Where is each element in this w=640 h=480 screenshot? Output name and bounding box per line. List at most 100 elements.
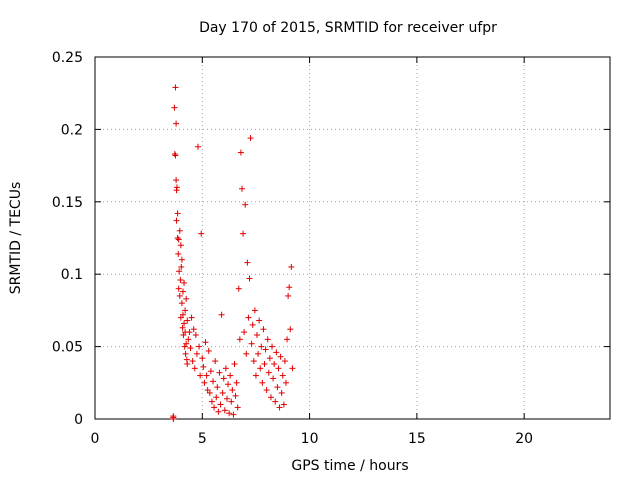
data-point — [236, 336, 243, 343]
data-point — [263, 387, 270, 394]
data-point — [206, 389, 213, 396]
data-point — [237, 149, 244, 156]
data-point — [235, 285, 242, 292]
data-point — [267, 394, 274, 401]
data-point — [271, 360, 278, 367]
data-point — [228, 398, 235, 405]
data-point — [202, 339, 209, 346]
data-point — [247, 135, 254, 142]
data-point — [173, 184, 180, 191]
data-point — [275, 365, 282, 372]
data-point — [281, 358, 288, 365]
data-point — [261, 360, 268, 367]
data-point — [272, 398, 279, 405]
axis-ticks: 0 5 10 15 20 0 0.05 0.1 0.15 0.2 0.25 — [52, 50, 610, 447]
data-point — [179, 288, 186, 295]
data-point — [246, 275, 253, 282]
data-point — [176, 292, 183, 299]
data-point — [214, 384, 221, 391]
data-point — [193, 350, 200, 357]
data-point — [262, 346, 269, 353]
data-point — [225, 381, 232, 388]
data-point — [257, 365, 264, 372]
plot-frame — [94, 56, 611, 420]
data-point — [220, 375, 227, 382]
data-point — [215, 408, 222, 415]
data-point — [195, 143, 201, 150]
data-point — [274, 384, 281, 391]
grid — [95, 57, 610, 419]
data-point — [212, 358, 219, 365]
y-tick-label: 0.1 — [61, 267, 83, 283]
data-point — [264, 336, 271, 343]
data-point — [171, 104, 178, 111]
data-point — [241, 329, 248, 336]
data-point — [197, 372, 204, 379]
data-point — [277, 353, 284, 360]
data-point — [278, 389, 285, 396]
y-tick-label: 0.25 — [52, 50, 83, 66]
data-point — [259, 379, 266, 386]
data-point — [248, 340, 255, 347]
data-point — [226, 410, 233, 417]
data-point — [200, 363, 207, 370]
x-tick-label: 0 — [91, 431, 100, 447]
data-point — [244, 259, 251, 266]
data-point — [205, 347, 212, 354]
data-point — [242, 201, 249, 208]
data-point — [188, 314, 195, 321]
data-point — [210, 378, 217, 385]
data-point — [178, 300, 185, 307]
y-axis-label: SRMTID / TECUs — [8, 182, 24, 295]
data-point — [288, 263, 295, 270]
data-point — [199, 355, 206, 362]
data-point — [174, 235, 181, 241]
data-point — [243, 350, 250, 357]
data-point — [176, 227, 183, 234]
data-point — [179, 311, 186, 318]
data-point — [266, 355, 273, 362]
data-point — [250, 358, 257, 365]
data-point — [190, 326, 197, 333]
data-point — [284, 336, 291, 343]
x-axis-label: GPS time / hours — [291, 458, 408, 474]
data-point — [249, 321, 256, 328]
data-point — [287, 326, 294, 333]
data-point — [183, 295, 190, 302]
data-point — [185, 336, 192, 343]
data-point — [280, 401, 287, 408]
data-point — [198, 230, 205, 237]
data-point — [207, 368, 214, 375]
data-point — [191, 365, 198, 372]
data-point — [184, 317, 191, 324]
data-points — [170, 84, 296, 422]
data-point — [174, 210, 181, 217]
data-point — [227, 372, 234, 379]
data-point — [183, 340, 190, 347]
data-point — [258, 343, 265, 350]
data-point — [203, 372, 210, 379]
data-point — [221, 407, 228, 414]
data-point — [256, 317, 263, 324]
data-point — [213, 394, 220, 401]
data-point — [217, 401, 224, 408]
chart-title: Day 170 of 2015, SRMTID for receiver ufp… — [199, 20, 497, 36]
x-tick-label: 15 — [408, 431, 426, 447]
data-point — [276, 404, 283, 411]
data-point — [234, 404, 241, 411]
data-point — [269, 343, 276, 350]
data-point — [182, 350, 189, 357]
data-point — [230, 411, 237, 418]
data-point — [265, 369, 272, 376]
data-point — [240, 230, 247, 237]
data-point — [170, 416, 177, 422]
data-point — [175, 285, 182, 292]
data-point — [181, 343, 188, 350]
data-point — [196, 343, 203, 350]
data-point — [186, 329, 193, 336]
data-point — [218, 311, 225, 318]
data-point — [181, 279, 188, 286]
data-point — [255, 350, 262, 357]
data-point — [282, 379, 289, 386]
data-point — [177, 276, 184, 283]
